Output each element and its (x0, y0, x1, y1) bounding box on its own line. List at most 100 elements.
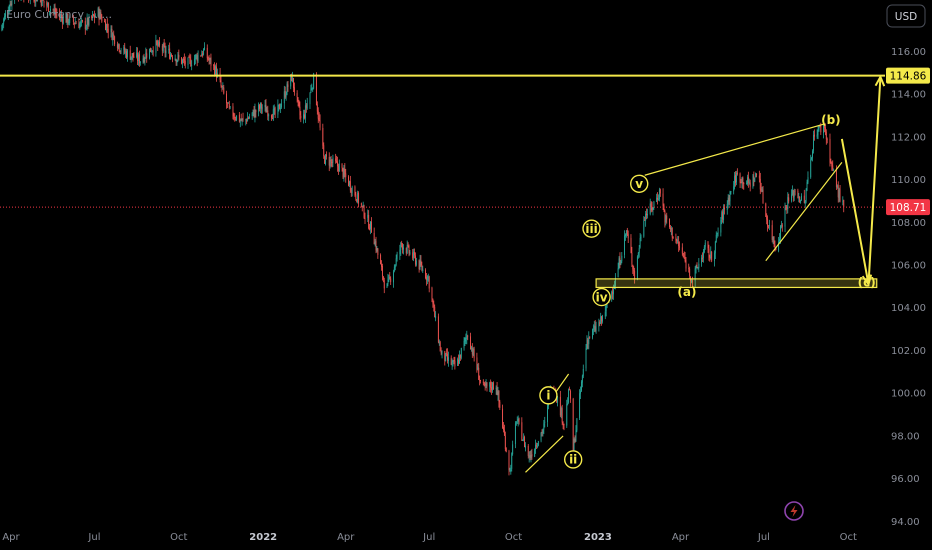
candle (349, 175, 351, 193)
wave-label-v[interactable]: v (630, 174, 649, 193)
candle-body (414, 252, 415, 256)
candle-body (702, 251, 704, 258)
candle-body (35, 0, 37, 2)
candle-body (444, 351, 446, 361)
trend-line[interactable] (765, 162, 843, 262)
candle-body (187, 57, 189, 66)
candle (85, 24, 87, 31)
candle (414, 248, 415, 259)
candle-body (701, 257, 703, 264)
time-axis[interactable]: Apr Jul Oct 2022 Apr Jul Oct 2023 Apr Jul Oct (2, 532, 857, 543)
candle (303, 109, 305, 124)
wave-label-iii[interactable]: iii (582, 219, 601, 238)
candle-body (94, 15, 95, 18)
candle-body (401, 242, 403, 244)
candle-body (820, 125, 822, 133)
candle (66, 13, 68, 25)
candle (388, 274, 390, 283)
candle (823, 120, 825, 139)
candle-body (470, 347, 472, 349)
candle-body (317, 110, 319, 119)
candle-body (839, 189, 841, 201)
candle (473, 346, 475, 362)
price-axis[interactable]: 94.00 96.00 98.00 100.00 102.00 104.00 106.00 1… (886, 47, 930, 528)
wave-label-i[interactable]: i (539, 386, 558, 405)
candle-body (380, 254, 382, 265)
candle (727, 194, 729, 209)
candle-body (235, 118, 237, 120)
candle (580, 386, 581, 400)
candle-body (435, 315, 437, 319)
candle (151, 50, 153, 55)
candle-body (492, 382, 493, 391)
candle-body (624, 235, 625, 255)
candle (87, 17, 89, 30)
candle-body (258, 104, 260, 112)
candle-body (806, 182, 808, 190)
candle-body (835, 169, 837, 187)
candle-body (670, 227, 672, 230)
candle (228, 100, 230, 110)
candle (536, 443, 538, 449)
wave-label-a[interactable]: (a) (677, 285, 696, 299)
wave-label-c[interactable]: (c) (858, 275, 876, 289)
wave-label-iv[interactable]: iv (592, 287, 611, 307)
candle (759, 172, 761, 195)
candle-body (145, 52, 147, 59)
last-price-tag[interactable]: 108.71 (886, 199, 930, 216)
candle-body (453, 360, 455, 362)
candle-body (137, 52, 139, 61)
candle-body (337, 165, 339, 172)
candle (201, 50, 203, 57)
candle-body (492, 382, 494, 390)
candle-body (383, 280, 385, 289)
candle (28, 0, 29, 3)
y-tick-label: 94.00 (891, 517, 920, 528)
support-zone[interactable] (595, 278, 878, 289)
candle-body (523, 437, 525, 440)
candle (678, 236, 680, 252)
x-tick-label: Apr (2, 532, 20, 543)
candle (592, 324, 594, 336)
candle (406, 240, 408, 255)
candle-body (318, 117, 320, 120)
candle-body (833, 169, 835, 171)
candle (146, 49, 148, 63)
candle-body (489, 382, 491, 387)
wave-label-ii[interactable]: ii (563, 450, 583, 469)
candle-body (516, 421, 518, 423)
currency-button[interactable]: USD (886, 4, 926, 28)
candle-body (499, 401, 501, 408)
candle (215, 62, 217, 82)
candle (163, 39, 165, 48)
candle-body (381, 263, 382, 267)
candle-body (260, 103, 262, 109)
wave-label-b[interactable]: (b) (821, 113, 841, 127)
candle-body (2, 23, 4, 26)
candle-body (33, 0, 35, 2)
candle (48, 2, 50, 13)
lightning-icon[interactable] (784, 501, 804, 521)
resistance-price-tag[interactable]: 114.86 (886, 67, 930, 84)
candle (23, 0, 25, 3)
candle (117, 43, 119, 50)
candle (91, 15, 93, 21)
candle-body (66, 13, 68, 23)
candle (316, 101, 318, 115)
candle (812, 149, 813, 162)
trend-line[interactable] (644, 123, 825, 176)
candle (59, 8, 61, 21)
trend-line[interactable] (525, 435, 564, 473)
candle-body (525, 445, 526, 448)
candle-body (99, 11, 101, 20)
candle-body (97, 8, 99, 17)
candle (483, 381, 485, 387)
candle-body (220, 80, 222, 86)
candle (511, 452, 513, 472)
candle (504, 431, 506, 452)
candle-body (625, 234, 626, 237)
candle (536, 442, 537, 450)
candle (3, 17, 5, 29)
candle-body (816, 134, 818, 137)
